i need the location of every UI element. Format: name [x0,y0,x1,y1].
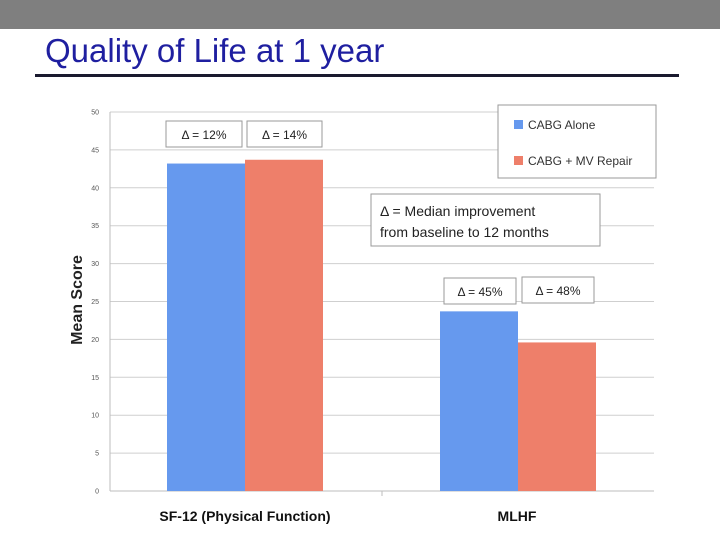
delta-box [165,120,243,148]
note-box [370,193,601,247]
bar [245,159,323,491]
slide-title: Quality of Life at 1 year [45,32,385,69]
delta-label: Δ = 48% [535,284,580,298]
y-tick-label: 5 [95,451,99,458]
y-tick-label: 45 [91,147,99,154]
delta-label: Δ = 12% [181,128,226,142]
legend: CABG Alone CABG + MV Repair [497,104,657,179]
legend-label: CABG Alone [528,118,596,132]
y-tick-label: 0 [95,489,99,496]
note-line: Δ = Median improvement [380,203,535,219]
y-tick-label: 25 [91,299,99,306]
bar [518,342,596,491]
category-labels: SF-12 (Physical Function) MLHF [159,508,536,524]
y-axis-label: Mean Score [69,255,86,345]
delta-annotations: Δ = 12% Δ = 14% Δ = 45% Δ = 48% [165,120,595,305]
top-bar [0,0,720,29]
note-line: from baseline to 12 months [380,224,549,240]
title-underline [35,74,679,77]
delta-label: Δ = 14% [262,128,307,142]
y-tick-label: 20 [91,337,99,344]
legend-swatch [514,120,523,129]
delta-box [246,120,323,148]
legend-box [497,104,657,179]
bar [167,163,245,491]
legend-swatch [514,156,523,165]
y-tick-label: 10 [91,413,99,420]
delta-label: Δ = 45% [457,285,502,299]
y-tick-label: 35 [91,223,99,230]
delta-box [443,277,517,305]
median-note: Δ = Median improvement from baseline to 1… [370,193,601,247]
bars [167,159,596,491]
bar [440,311,518,491]
y-tick-label: 40 [91,185,99,192]
delta-box [521,276,595,304]
x-tick-label: MLHF [498,508,537,524]
legend-label: CABG + MV Repair [528,154,632,168]
y-tick-label: 50 [91,110,99,117]
y-tick-label: 15 [91,375,99,382]
x-tick-label: SF-12 (Physical Function) [159,508,330,524]
y-tick-label: 30 [91,261,99,268]
y-axis-ticks: 0 5 10 15 20 25 30 35 40 45 50 [91,110,99,496]
